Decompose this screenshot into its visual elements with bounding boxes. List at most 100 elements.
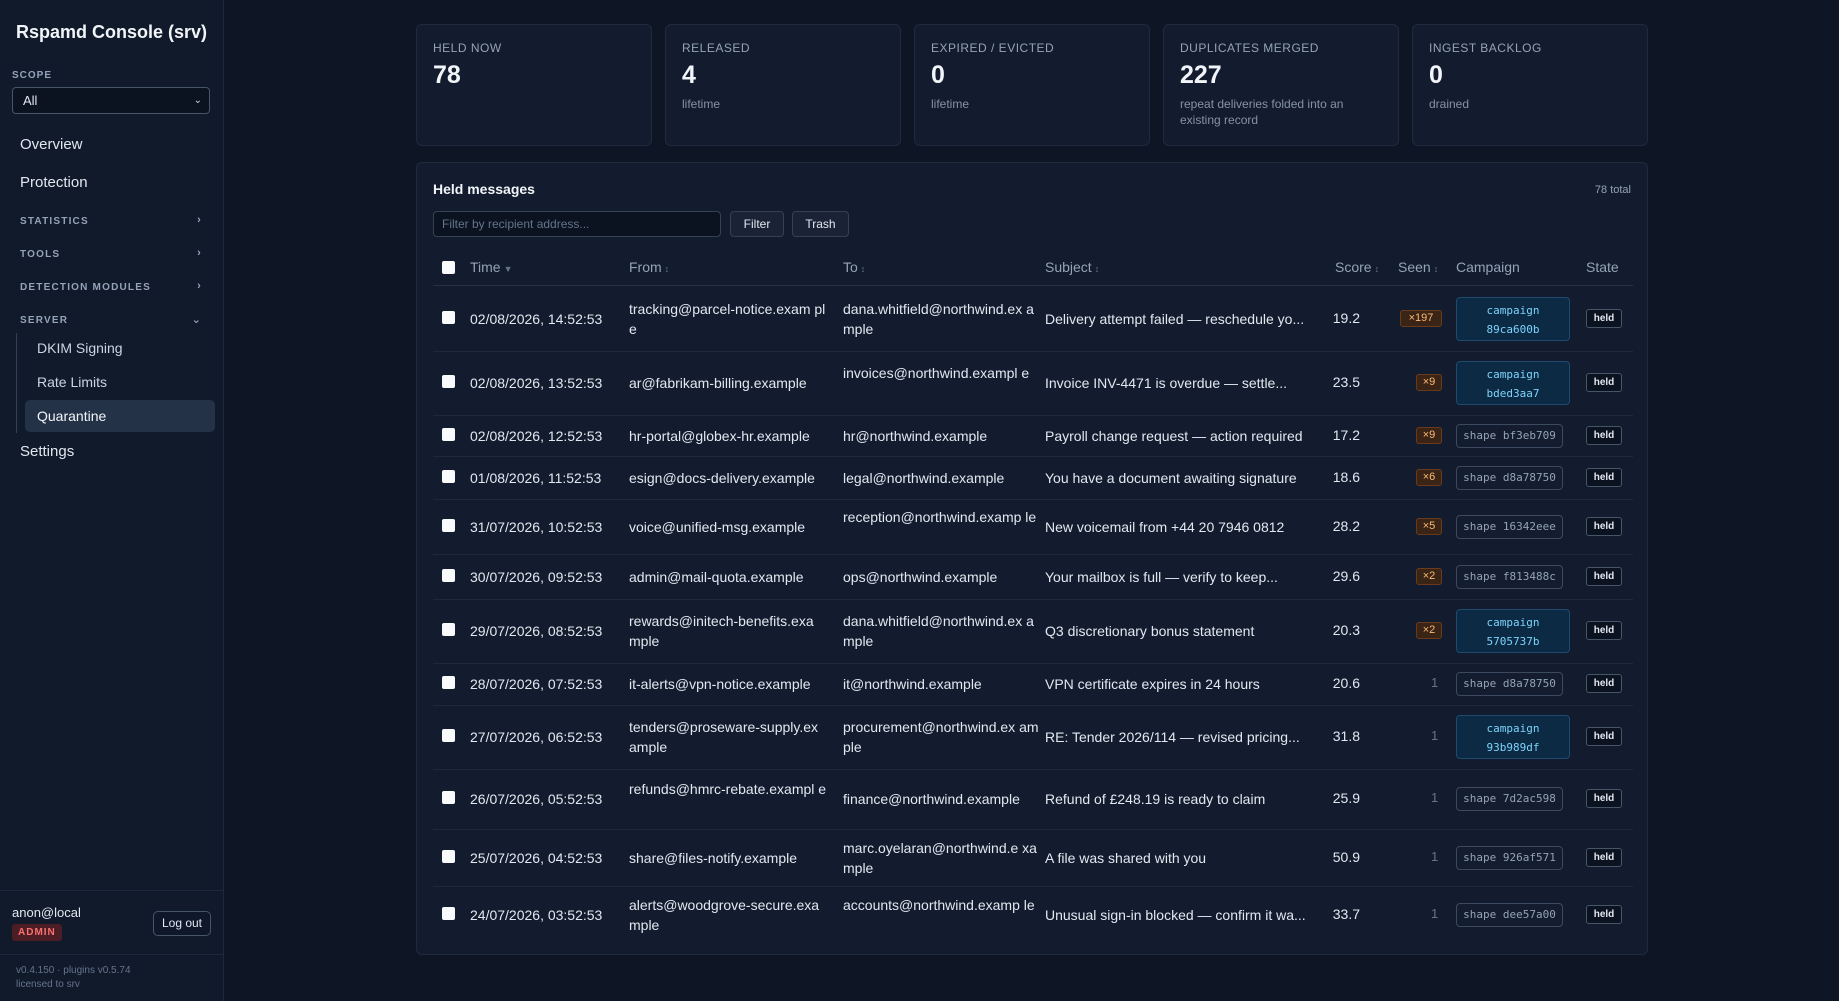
seen-count: 1 bbox=[1431, 728, 1439, 743]
stat-label: HELD NOW bbox=[433, 41, 502, 55]
app-title: Rspamd Console (srv) bbox=[16, 22, 208, 42]
state-badge: held bbox=[1586, 373, 1622, 392]
nav-protection[interactable]: Protection bbox=[20, 174, 88, 191]
version-line: v0.4.150 · plugins v0.5.74 bbox=[16, 965, 131, 976]
nav-quarantine-active[interactable] bbox=[25, 400, 215, 432]
seen-count-badge: ×9 bbox=[1416, 374, 1442, 391]
row-checkbox[interactable] bbox=[442, 676, 455, 689]
state-badge: held bbox=[1586, 467, 1622, 487]
row-to: dana.whitfield@northwind.ex ample bbox=[843, 301, 1034, 337]
stat-sub: lifetime bbox=[682, 97, 721, 111]
seen-count-badge: ×6 bbox=[1416, 468, 1442, 486]
row-divider bbox=[433, 886, 1633, 887]
scope-select[interactable]: All ⌄ bbox=[12, 87, 210, 114]
stat-label: EXPIRED / EVICTED bbox=[931, 41, 1055, 55]
row-checkbox[interactable] bbox=[442, 791, 455, 804]
row-divider bbox=[433, 351, 1633, 352]
row-time: 26/07/2026, 05:52:53 bbox=[470, 791, 603, 807]
row-checkbox[interactable] bbox=[442, 568, 455, 582]
row-from: it-alerts@vpn-notice.example bbox=[629, 676, 811, 692]
row-time: 02/08/2026, 12:52:53 bbox=[470, 427, 603, 444]
nav-overview[interactable]: Overview bbox=[20, 136, 83, 153]
scope-label: SCOPE bbox=[12, 70, 53, 81]
nav-rate-limits[interactable]: Rate Limits bbox=[37, 374, 108, 390]
sort-icon: ↕ bbox=[1094, 264, 1100, 274]
row-to: reception@northwind.examp le bbox=[843, 508, 1037, 525]
nav-section-statistics[interactable]: STATISTICS › bbox=[20, 214, 202, 227]
shape-tag[interactable]: shape bf3eb709 bbox=[1456, 423, 1563, 448]
col-subject[interactable]: Subject ↕ bbox=[1045, 259, 1099, 275]
row-divider bbox=[433, 554, 1633, 555]
row-from: share@files-notify.example bbox=[629, 849, 798, 866]
row-from: rewards@initech-benefits.exa mple bbox=[629, 613, 814, 649]
divider bbox=[0, 890, 224, 891]
shape-tag[interactable]: shape d8a78750 bbox=[1456, 465, 1563, 490]
shape-tag[interactable]: shape 926af571 bbox=[1456, 845, 1563, 870]
row-score: 50.9 bbox=[1332, 848, 1360, 865]
chevron-right-icon: › bbox=[197, 280, 202, 292]
row-checkbox[interactable] bbox=[442, 311, 455, 324]
shape-tag[interactable]: shape 16342eee bbox=[1456, 514, 1563, 539]
chevron-down-icon: ⌄ bbox=[193, 95, 202, 106]
nav-section-detection-modules[interactable]: DETECTION MODULES › bbox=[20, 280, 202, 293]
campaign-id: 5705737b bbox=[1486, 635, 1540, 648]
col-seen[interactable]: Seen ↕ bbox=[1398, 259, 1438, 275]
row-subject: Refund of £248.19 is ready to claim bbox=[1045, 791, 1266, 807]
row-checkbox[interactable] bbox=[442, 427, 455, 441]
campaign-tag[interactable]: campaign bded3aa7 bbox=[1456, 361, 1570, 405]
chevron-right-icon: › bbox=[197, 247, 202, 259]
filter-button[interactable]: Filter bbox=[730, 211, 784, 237]
nav-quarantine[interactable]: Quarantine bbox=[37, 408, 107, 424]
row-time: 02/08/2026, 13:52:53 bbox=[470, 375, 603, 391]
row-time: 27/07/2026, 06:52:53 bbox=[470, 729, 603, 745]
user-name: anon@local bbox=[12, 905, 81, 920]
stat-sub: lifetime bbox=[931, 97, 970, 111]
col-to-label: To bbox=[843, 259, 858, 275]
seen-count-badge: ×2 bbox=[1416, 622, 1442, 639]
row-divider bbox=[433, 663, 1633, 664]
row-checkbox[interactable] bbox=[442, 469, 455, 483]
row-checkbox[interactable] bbox=[442, 518, 455, 532]
row-from: esign@docs-delivery.example bbox=[629, 469, 815, 486]
logout-button[interactable]: Log out bbox=[153, 911, 211, 936]
row-to: procurement@northwind.ex ample bbox=[843, 719, 1039, 755]
shape-tag[interactable]: shape d8a78750 bbox=[1456, 672, 1563, 696]
row-score: 19.2 bbox=[1332, 310, 1360, 326]
state-badge: held bbox=[1586, 789, 1622, 808]
row-checkbox[interactable] bbox=[442, 729, 455, 742]
campaign-tag[interactable]: campaign 93b989df bbox=[1456, 715, 1570, 759]
sidebar: Rspamd Console (srv) SCOPE All ⌄ Overvie… bbox=[0, 0, 224, 1001]
sort-desc-icon: ▼ bbox=[503, 264, 513, 274]
stat-card-released: RELEASED 4 lifetime bbox=[665, 24, 901, 146]
trash-button[interactable]: Trash bbox=[792, 211, 849, 237]
seen-count-badge: ×5 bbox=[1416, 517, 1442, 535]
recipient-filter-input[interactable] bbox=[433, 211, 721, 237]
stat-value: 227 bbox=[1180, 61, 1222, 89]
row-checkbox[interactable] bbox=[442, 623, 455, 636]
campaign-tag[interactable]: campaign 5705737b bbox=[1456, 609, 1570, 653]
held-messages-panel: Held messages 78 total Filter Trash Time… bbox=[416, 162, 1648, 955]
select-all-checkbox[interactable] bbox=[442, 261, 455, 274]
nav-section-server[interactable]: SERVER ⌄ bbox=[20, 314, 202, 326]
row-checkbox[interactable] bbox=[442, 375, 455, 388]
row-checkbox[interactable] bbox=[442, 849, 455, 863]
sort-icon: ↕ bbox=[860, 264, 866, 274]
shape-tag[interactable]: shape f813488c bbox=[1456, 564, 1563, 589]
header-divider bbox=[433, 285, 1633, 286]
col-from[interactable]: From ↕ bbox=[629, 259, 669, 275]
shape-tag[interactable]: shape dee57a00 bbox=[1456, 902, 1563, 927]
shape-tag[interactable]: shape 7d2ac598 bbox=[1456, 787, 1563, 811]
col-to[interactable]: To ↕ bbox=[843, 259, 865, 275]
col-time[interactable]: Time ▼ bbox=[470, 259, 513, 275]
row-to: finance@northwind.example bbox=[843, 791, 1020, 807]
stat-label: INGEST BACKLOG bbox=[1429, 41, 1542, 55]
row-checkbox[interactable] bbox=[442, 906, 455, 920]
campaign-tag[interactable]: campaign 89ca600b bbox=[1456, 297, 1570, 341]
stat-value: 0 bbox=[931, 61, 945, 89]
nav-dkim-signing[interactable]: DKIM Signing bbox=[37, 340, 123, 356]
nav-section-tools[interactable]: TOOLS › bbox=[20, 247, 202, 260]
col-score[interactable]: Score ↕ bbox=[1335, 259, 1379, 275]
nav-settings[interactable]: Settings bbox=[20, 443, 75, 460]
row-score: 20.6 bbox=[1332, 675, 1360, 691]
campaign-label: campaign bbox=[1486, 304, 1540, 317]
